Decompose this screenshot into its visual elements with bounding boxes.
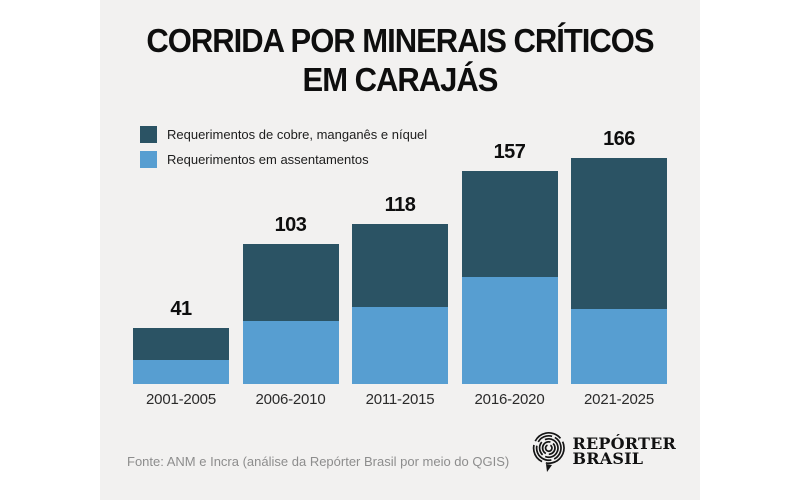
x-axis-tick-label: 2006-2010 <box>255 391 326 408</box>
bar-stack <box>571 158 667 384</box>
bar-stack <box>242 243 339 384</box>
bar-value-label: 103 <box>274 213 307 236</box>
x-axis-tick-label: 2016-2020 <box>474 391 545 408</box>
bar-segment <box>133 359 229 384</box>
fingerprint-brazil-icon <box>532 431 565 472</box>
bar-segment <box>571 158 667 310</box>
bar-column-2001-2005: 41 <box>133 298 229 384</box>
chart-title-line1: CORRIDA POR MINERAIS CRÍTICOS <box>146 22 654 60</box>
bar-segment <box>461 276 558 384</box>
logo-line1: REPÓRTER <box>572 434 676 453</box>
x-axis-tick-label: 2011-2015 <box>365 391 435 408</box>
bar-column-2016-2020: 157 <box>461 140 558 384</box>
bar-segment <box>352 223 448 307</box>
x-axis-tick-label: 2021-2025 <box>584 391 654 408</box>
x-axis-labels: 2001-2005 2006-2010 2011-2015 2016-2020 2021… <box>133 391 667 408</box>
bar-segment <box>242 321 339 384</box>
bar-segment <box>461 170 558 277</box>
bar-value-label: 41 <box>170 298 192 321</box>
bar-stack <box>461 170 558 384</box>
chart-title: CORRIDA POR MINERAIS CRÍTICOS EM CARAJÁS <box>100 22 700 100</box>
logo-wordmark: REPÓRTER BRASIL <box>572 434 676 468</box>
bar-stack <box>133 328 229 384</box>
bar-segment <box>242 243 339 322</box>
bar-column-2006-2010: 103 <box>242 213 339 384</box>
source-note: Fonte: ANM e Incra (análise da Repórter … <box>127 454 510 469</box>
logo-line2: BRASIL <box>572 449 644 468</box>
reporter-brasil-logo: REPÓRTER BRASIL <box>532 429 676 473</box>
legend-item-1: Requerimentos em assentamentos <box>140 151 427 168</box>
bar-value-label: 166 <box>603 128 635 151</box>
bar-stack <box>352 223 448 384</box>
legend-item-0: Requerimentos de cobre, manganês e níque… <box>140 126 427 143</box>
bar-value-label: 157 <box>493 140 526 163</box>
legend-swatch-icon <box>140 151 157 168</box>
bar-segment <box>571 309 667 384</box>
legend-label: Requerimentos em assentamentos <box>167 152 369 167</box>
bar-column-2021-2025: 166 <box>571 128 667 384</box>
bar-segment <box>352 306 448 384</box>
legend-swatch-icon <box>140 126 157 143</box>
bar-column-2011-2015: 118 <box>352 193 448 384</box>
x-axis-tick-label: 2001-2005 <box>146 391 216 408</box>
chart-title-line2: EM CARAJÁS <box>302 60 499 99</box>
bar-chart: 41 103 118 157 166 <box>133 128 667 384</box>
infographic-card: CORRIDA POR MINERAIS CRÍTICOS EM CARAJÁS … <box>100 0 700 500</box>
bar-segment <box>133 328 229 360</box>
legend-label: Requerimentos de cobre, manganês e níque… <box>167 127 428 142</box>
bar-value-label: 118 <box>384 193 416 216</box>
chart-legend: Requerimentos de cobre, manganês e níque… <box>140 126 427 168</box>
